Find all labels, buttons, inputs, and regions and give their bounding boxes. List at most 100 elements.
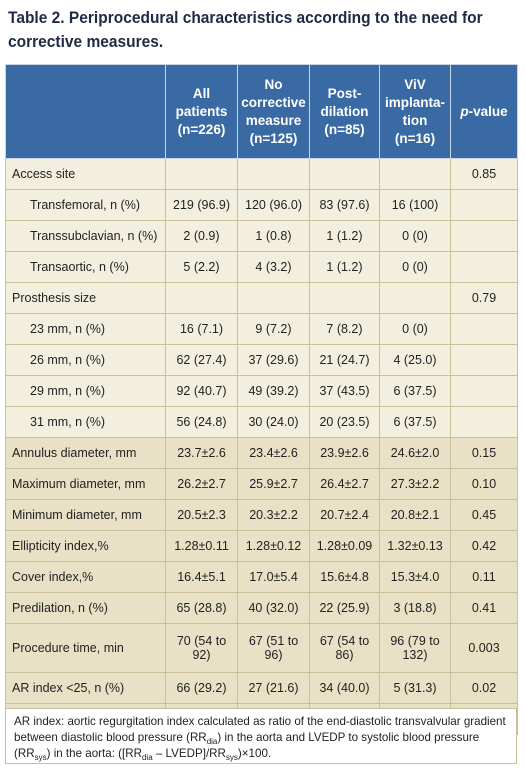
footnote: AR index: aortic regurgitation index cal… xyxy=(5,708,517,764)
table-row: 26 mm, n (%) 62 (27.4) 37 (29.6) 21 (24.7) 4… xyxy=(5,344,518,376)
cell-post-dilation: 83 (97.6) xyxy=(309,189,380,221)
cell-post-dilation: 21 (24.7) xyxy=(309,344,380,376)
cell-viv: 6 (37.5) xyxy=(379,406,451,438)
footnote-text-4: – LVEDP]/RR xyxy=(152,747,226,760)
table-title: Table 2. Periprocedural characteristics … xyxy=(8,9,483,51)
cell-no-corrective: 67 (51 to 96) xyxy=(237,623,310,673)
cell-no-corrective xyxy=(237,158,310,190)
cell-all-patients: 70 (54 to 92) xyxy=(165,623,238,673)
cell-no-corrective: 17.0±5.4 xyxy=(237,561,310,593)
cell-no-corrective: 20.3±2.2 xyxy=(237,499,310,531)
header-viv: ViV implanta-tion (n=16) xyxy=(379,64,451,159)
cell-all-patients: 23.7±2.6 xyxy=(165,437,238,469)
row-label: 29 mm, n (%) xyxy=(5,375,166,407)
row-label: Prosthesis size xyxy=(5,282,166,314)
cell-viv: 1.32±0.13 xyxy=(379,530,451,562)
cell-all-patients: 62 (27.4) xyxy=(165,344,238,376)
cell-post-dilation: 23.9±2.6 xyxy=(309,437,380,469)
row-label: Cover index,% xyxy=(5,561,166,593)
cell-post-dilation: 1.28±0.09 xyxy=(309,530,380,562)
cell-p-value: 0.42 xyxy=(450,530,518,562)
footnote-text-5: )×100. xyxy=(237,747,272,760)
cell-all-patients: 20.5±2.3 xyxy=(165,499,238,531)
cell-no-corrective: 9 (7.2) xyxy=(237,313,310,345)
cell-post-dilation: 7 (8.2) xyxy=(309,313,380,345)
cell-p-value: 0.02 xyxy=(450,672,518,704)
cell-all-patients xyxy=(165,158,238,190)
footnote-text-3: ) in the aorta: ([RR xyxy=(46,747,142,760)
cell-all-patients: 65 (28.8) xyxy=(165,592,238,624)
cell-post-dilation: 20 (23.5) xyxy=(309,406,380,438)
row-label: Access site xyxy=(5,158,166,190)
p-rest: -value xyxy=(468,103,508,119)
cell-post-dilation: 22 (25.9) xyxy=(309,592,380,624)
row-label: Transaortic, n (%) xyxy=(5,251,166,283)
cell-viv: 6 (37.5) xyxy=(379,375,451,407)
cell-all-patients: 2 (0.9) xyxy=(165,220,238,252)
cell-p-value xyxy=(450,313,518,345)
cell-viv: 0 (0) xyxy=(379,251,451,283)
cell-viv: 96 (79 to 132) xyxy=(379,623,451,673)
cell-post-dilation: 34 (40.0) xyxy=(309,672,380,704)
cell-p-value xyxy=(450,189,518,221)
table-row: Transfemoral, n (%) 219 (96.9) 120 (96.0) 8… xyxy=(5,189,518,221)
cell-post-dilation xyxy=(309,282,380,314)
cell-p-value: 0.10 xyxy=(450,468,518,500)
characteristics-table: All patients (n=226) No corrective measu… xyxy=(5,64,518,735)
cell-no-corrective xyxy=(237,282,310,314)
row-label: 23 mm, n (%) xyxy=(5,313,166,345)
cell-all-patients: 16 (7.1) xyxy=(165,313,238,345)
table-body: Access site 0.85 Transfemoral, n (%) 219 (9… xyxy=(5,158,518,735)
header-no-corrective: No corrective measure (n=125) xyxy=(237,64,310,159)
cell-post-dilation: 67 (54 to 86) xyxy=(309,623,380,673)
footnote-sub-3: dia xyxy=(141,753,153,762)
cell-post-dilation xyxy=(309,158,380,190)
cell-no-corrective: 49 (39.2) xyxy=(237,375,310,407)
row-label: Ellipticity index,% xyxy=(5,530,166,562)
header-post-dilation: Post-dilation (n=85) xyxy=(309,64,380,159)
cell-viv: 0 (0) xyxy=(379,313,451,345)
row-label: Transfemoral, n (%) xyxy=(5,189,166,221)
table-row: AR index <25, n (%) 66 (29.2) 27 (21.6) 34 … xyxy=(5,672,518,704)
cell-no-corrective: 40 (32.0) xyxy=(237,592,310,624)
cell-post-dilation: 26.4±2.7 xyxy=(309,468,380,500)
cell-post-dilation: 15.6±4.8 xyxy=(309,561,380,593)
cell-post-dilation: 37 (43.5) xyxy=(309,375,380,407)
cell-all-patients: 219 (96.9) xyxy=(165,189,238,221)
row-label: Annulus diameter, mm xyxy=(5,437,166,469)
cell-p-value xyxy=(450,220,518,252)
cell-post-dilation: 1 (1.2) xyxy=(309,251,380,283)
table-row: Annulus diameter, mm 23.7±2.6 23.4±2.6 23.9… xyxy=(5,437,518,469)
footnote-sub-2: sys xyxy=(34,753,47,762)
cell-p-value xyxy=(450,344,518,376)
table-row: Transsubclavian, n (%) 2 (0.9) 1 (0.8) 1 (1… xyxy=(5,220,518,252)
cell-all-patients: 26.2±2.7 xyxy=(165,468,238,500)
row-label: Transsubclavian, n (%) xyxy=(5,220,166,252)
footnote-text-1: AR index: aortic regurgitation index cal… xyxy=(14,715,506,744)
table-row: Maximum diameter, mm 26.2±2.7 25.9±2.7 26.4… xyxy=(5,468,518,500)
cell-viv: 24.6±2.0 xyxy=(379,437,451,469)
cell-no-corrective: 37 (29.6) xyxy=(237,344,310,376)
cell-no-corrective: 1 (0.8) xyxy=(237,220,310,252)
table-row: Procedure time, min 70 (54 to 92) 67 (51 t… xyxy=(5,623,518,673)
cell-p-value: 0.79 xyxy=(450,282,518,314)
cell-viv xyxy=(379,158,451,190)
row-label: 31 mm, n (%) xyxy=(5,406,166,438)
header-label xyxy=(5,64,166,159)
header-all-patients: All patients (n=226) xyxy=(165,64,238,159)
cell-all-patients: 66 (29.2) xyxy=(165,672,238,704)
table-row: 29 mm, n (%) 92 (40.7) 49 (39.2) 37 (43.5) 6… xyxy=(5,375,518,407)
header-row: All patients (n=226) No corrective measu… xyxy=(5,64,518,159)
table-row: Access site 0.85 xyxy=(5,158,518,190)
row-label: Minimum diameter, mm xyxy=(5,499,166,531)
cell-all-patients: 92 (40.7) xyxy=(165,375,238,407)
cell-no-corrective: 4 (3.2) xyxy=(237,251,310,283)
cell-no-corrective: 120 (96.0) xyxy=(237,189,310,221)
cell-p-value xyxy=(450,251,518,283)
cell-all-patients: 5 (2.2) xyxy=(165,251,238,283)
cell-p-value: 0.41 xyxy=(450,592,518,624)
cell-all-patients: 1.28±0.11 xyxy=(165,530,238,562)
row-label: Procedure time, min xyxy=(5,623,166,673)
cell-viv: 20.8±2.1 xyxy=(379,499,451,531)
cell-viv: 15.3±4.0 xyxy=(379,561,451,593)
